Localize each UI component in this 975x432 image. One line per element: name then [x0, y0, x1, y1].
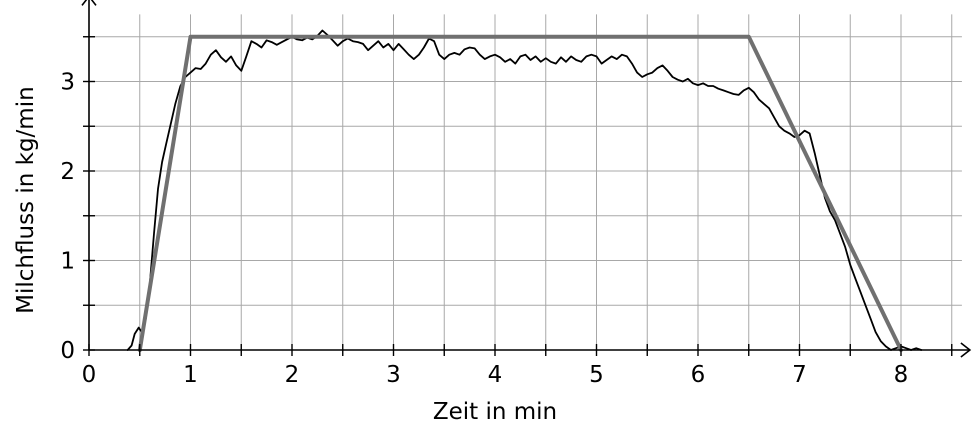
x-tick-label: 5 — [589, 362, 604, 388]
series-layer — [126, 29, 923, 352]
x-tick-label: 7 — [792, 362, 807, 388]
x-axis-title: Zeit in min — [433, 399, 557, 425]
x-tick-label: 4 — [488, 362, 503, 388]
x-tick-label: 6 — [691, 362, 706, 388]
y-axis-title: Milchfluss in kg/min — [13, 86, 39, 314]
grid — [89, 14, 962, 350]
tick-labels: 0 1 2 3 4 5 6 7 8 0 1 2 3 — [60, 70, 908, 389]
x-tick-label: 2 — [285, 362, 300, 388]
measured-flow-line — [126, 29, 923, 351]
ticks — [83, 36, 953, 356]
idealized-flow-line — [137, 34, 903, 352]
x-tick-label: 8 — [894, 362, 909, 388]
axes — [81, 0, 972, 358]
x-tick-label: 3 — [386, 362, 401, 388]
x-tick-label: 1 — [183, 362, 198, 388]
y-axis-arrow — [81, 0, 97, 6]
y-tick-label: 2 — [60, 159, 75, 185]
x-tick-label: 0 — [82, 362, 97, 388]
y-tick-label: 0 — [60, 338, 75, 364]
y-tick-label: 1 — [60, 249, 75, 275]
x-axis-arrow — [960, 342, 972, 358]
y-tick-label: 3 — [60, 70, 75, 96]
